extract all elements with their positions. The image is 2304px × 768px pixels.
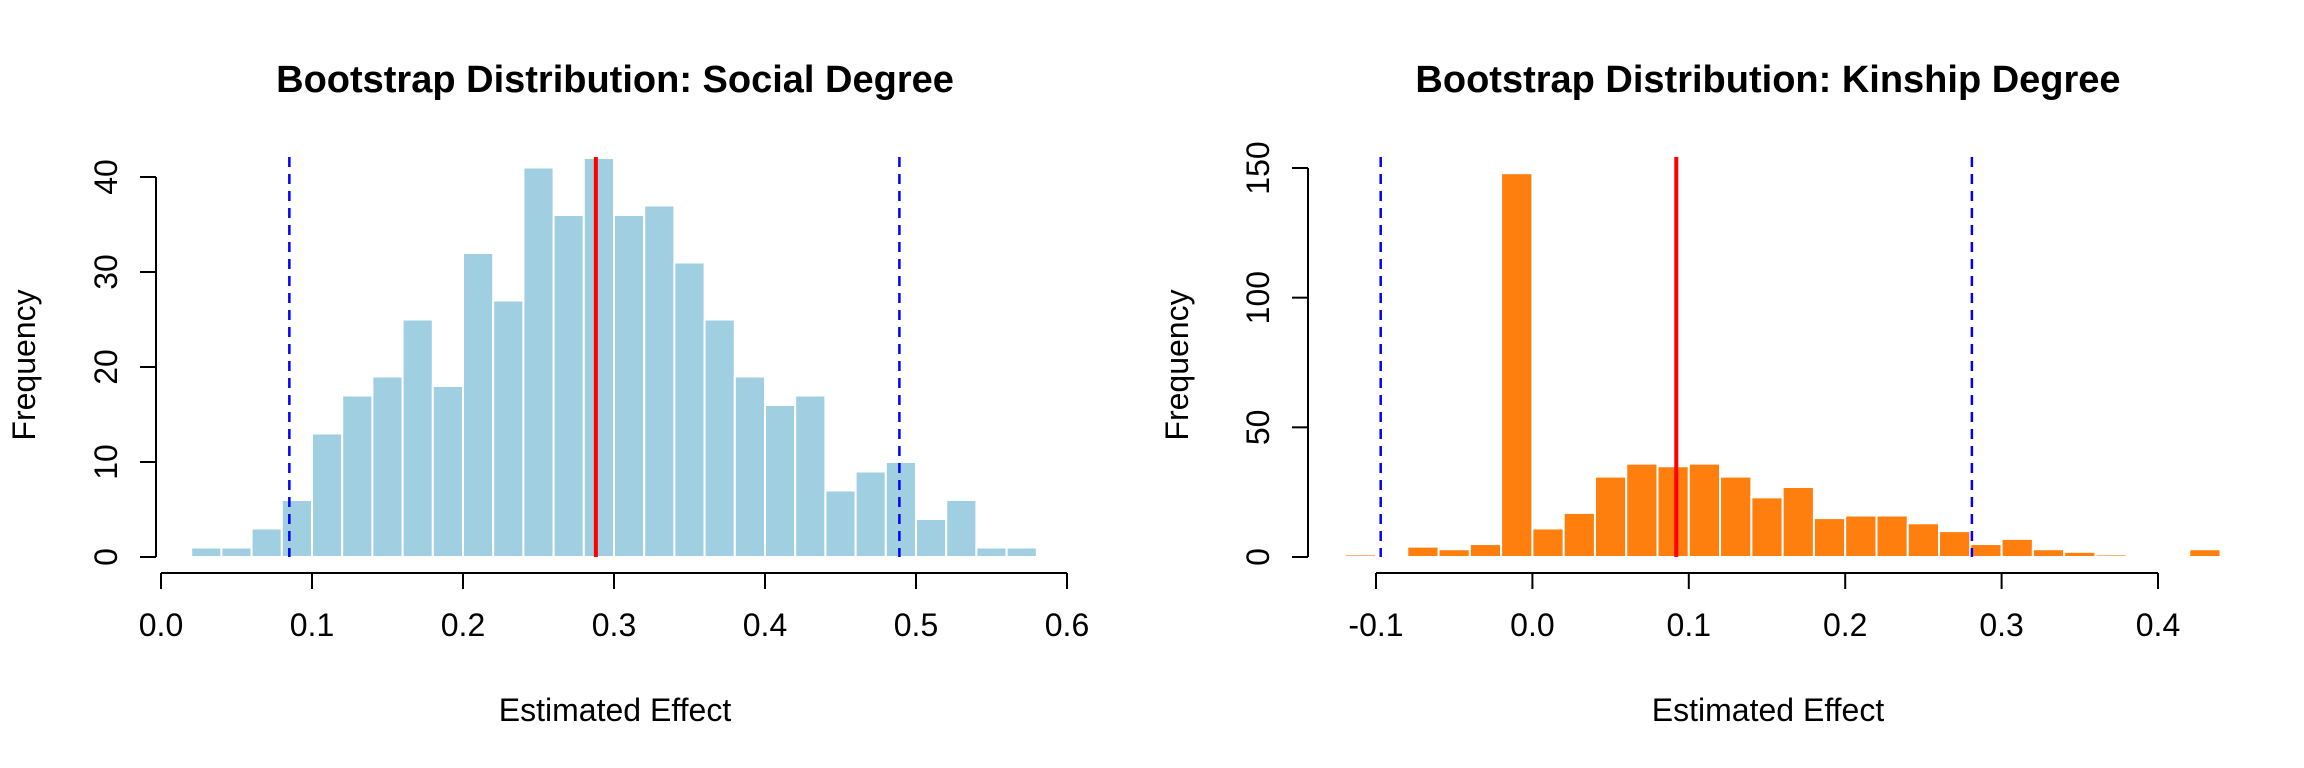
histogram-bar [1437, 548, 1471, 558]
y-tick-label: 10 [88, 444, 124, 480]
histogram-bar [2031, 548, 2066, 558]
histogram-bar [733, 375, 766, 558]
histogram-bar [190, 546, 223, 558]
histogram-bar [1005, 546, 1038, 558]
x-tick-label: 0.4 [743, 607, 787, 643]
x-tick-label: 0.0 [1510, 607, 1554, 643]
histogram-bar [492, 299, 525, 558]
histogram-bar [2188, 548, 2222, 558]
histogram-bar [764, 404, 797, 558]
reference-lines [288, 157, 901, 557]
x-tick-label: 0.3 [1979, 607, 2023, 643]
histogram-bar [703, 318, 736, 558]
histogram-bar [1562, 511, 1596, 558]
histogram-bar [1531, 527, 1565, 558]
x-tick-label: 0.1 [290, 607, 334, 643]
histogram-bar [462, 252, 495, 558]
y-tick-label: 100 [1240, 271, 1276, 324]
x-axis-label: Estimated Effect [1652, 692, 1885, 728]
y-tick-label: 40 [88, 159, 124, 195]
histogram-bar [1938, 530, 1972, 558]
histogram-bar [1969, 543, 2003, 558]
histogram-bar [945, 499, 978, 558]
histogram-bar [1593, 475, 1628, 558]
histogram-bar [2000, 537, 2034, 559]
x-tick-label: 0.2 [441, 607, 485, 643]
histogram-bar [794, 394, 827, 558]
histogram-bar [341, 394, 374, 558]
histogram-bars [1343, 172, 2222, 559]
x-tick-label: 0.4 [2136, 607, 2180, 643]
histogram-bar [522, 166, 555, 558]
histogram-bar [250, 527, 283, 558]
x-axis: -0.1 0.0 0.1 0.2 0.3 0.4 [1348, 572, 2180, 643]
y-axis: 0 10 20 30 40 [88, 159, 157, 566]
y-tick-label: 0 [88, 548, 124, 566]
histogram-bar [1750, 496, 1784, 558]
histogram-bar [1468, 543, 1503, 558]
histogram-bar [280, 499, 313, 558]
y-tick-label: 50 [1240, 410, 1276, 446]
histogram-bar [1875, 514, 1909, 558]
x-axis-label: Estimated Effect [499, 692, 732, 728]
histogram-bar [1406, 545, 1440, 558]
histogram-bar [1719, 475, 1753, 558]
reference-lines [1379, 157, 1974, 557]
y-tick-label: 30 [88, 254, 124, 290]
histogram-bar [401, 318, 434, 558]
x-tick-label: 0.0 [139, 607, 183, 643]
social-degree-panel: Bootstrap Distribution: Social Degree Es… [6, 59, 1089, 728]
histogram-bar [643, 204, 676, 558]
histogram-bar [1906, 522, 1941, 559]
x-tick-label: 0.2 [1823, 607, 1867, 643]
histogram-bar [673, 261, 706, 558]
y-axis-label: Frequency [1159, 289, 1195, 440]
histogram-bar [1812, 517, 1847, 558]
y-axis: 0 50 100 150 [1240, 141, 1309, 566]
y-tick-label: 20 [88, 349, 124, 385]
x-tick-label: 0.5 [894, 607, 938, 643]
histogram-bar [1781, 485, 1815, 559]
x-tick-label: 0.3 [592, 607, 636, 643]
x-tick-label: 0.6 [1045, 607, 1089, 643]
histogram-bar [1500, 172, 1534, 558]
histogram-bar [552, 214, 585, 558]
histogram-bars [190, 157, 1038, 558]
histogram-bar [2094, 553, 2128, 559]
histogram-bar [1844, 514, 1878, 558]
y-tick-label: 0 [1240, 548, 1276, 566]
histogram-bar [2063, 550, 2097, 559]
x-tick-label: -0.1 [1348, 607, 1403, 643]
histogram-bar [220, 546, 253, 558]
histogram-bar [975, 546, 1008, 558]
y-tick-label: 150 [1240, 141, 1276, 194]
x-tick-label: 0.1 [1667, 607, 1711, 643]
y-axis-label: Frequency [6, 289, 42, 440]
histogram-bar [1687, 462, 1722, 559]
histogram-bar [854, 470, 887, 558]
histogram-bar [1656, 465, 1690, 559]
histogram-bar [311, 432, 344, 558]
histogram-bar [884, 461, 917, 558]
kinship-degree-panel: Bootstrap Distribution: Kinship Degree E… [1159, 59, 2222, 728]
histogram-bar [431, 385, 464, 558]
histogram-bar [613, 214, 646, 558]
chart-title: Bootstrap Distribution: Kinship Degree [1415, 59, 2120, 101]
histogram-bar [371, 375, 404, 558]
histogram-bar [1343, 553, 1377, 559]
histogram-bar [1625, 462, 1659, 559]
x-axis: 0.0 0.1 0.2 0.3 0.4 0.5 0.6 [139, 572, 1089, 643]
histogram-bar [915, 518, 948, 558]
chart-title: Bootstrap Distribution: Social Degree [276, 59, 954, 101]
histogram-bar [824, 489, 857, 558]
histogram-bar [582, 157, 615, 558]
